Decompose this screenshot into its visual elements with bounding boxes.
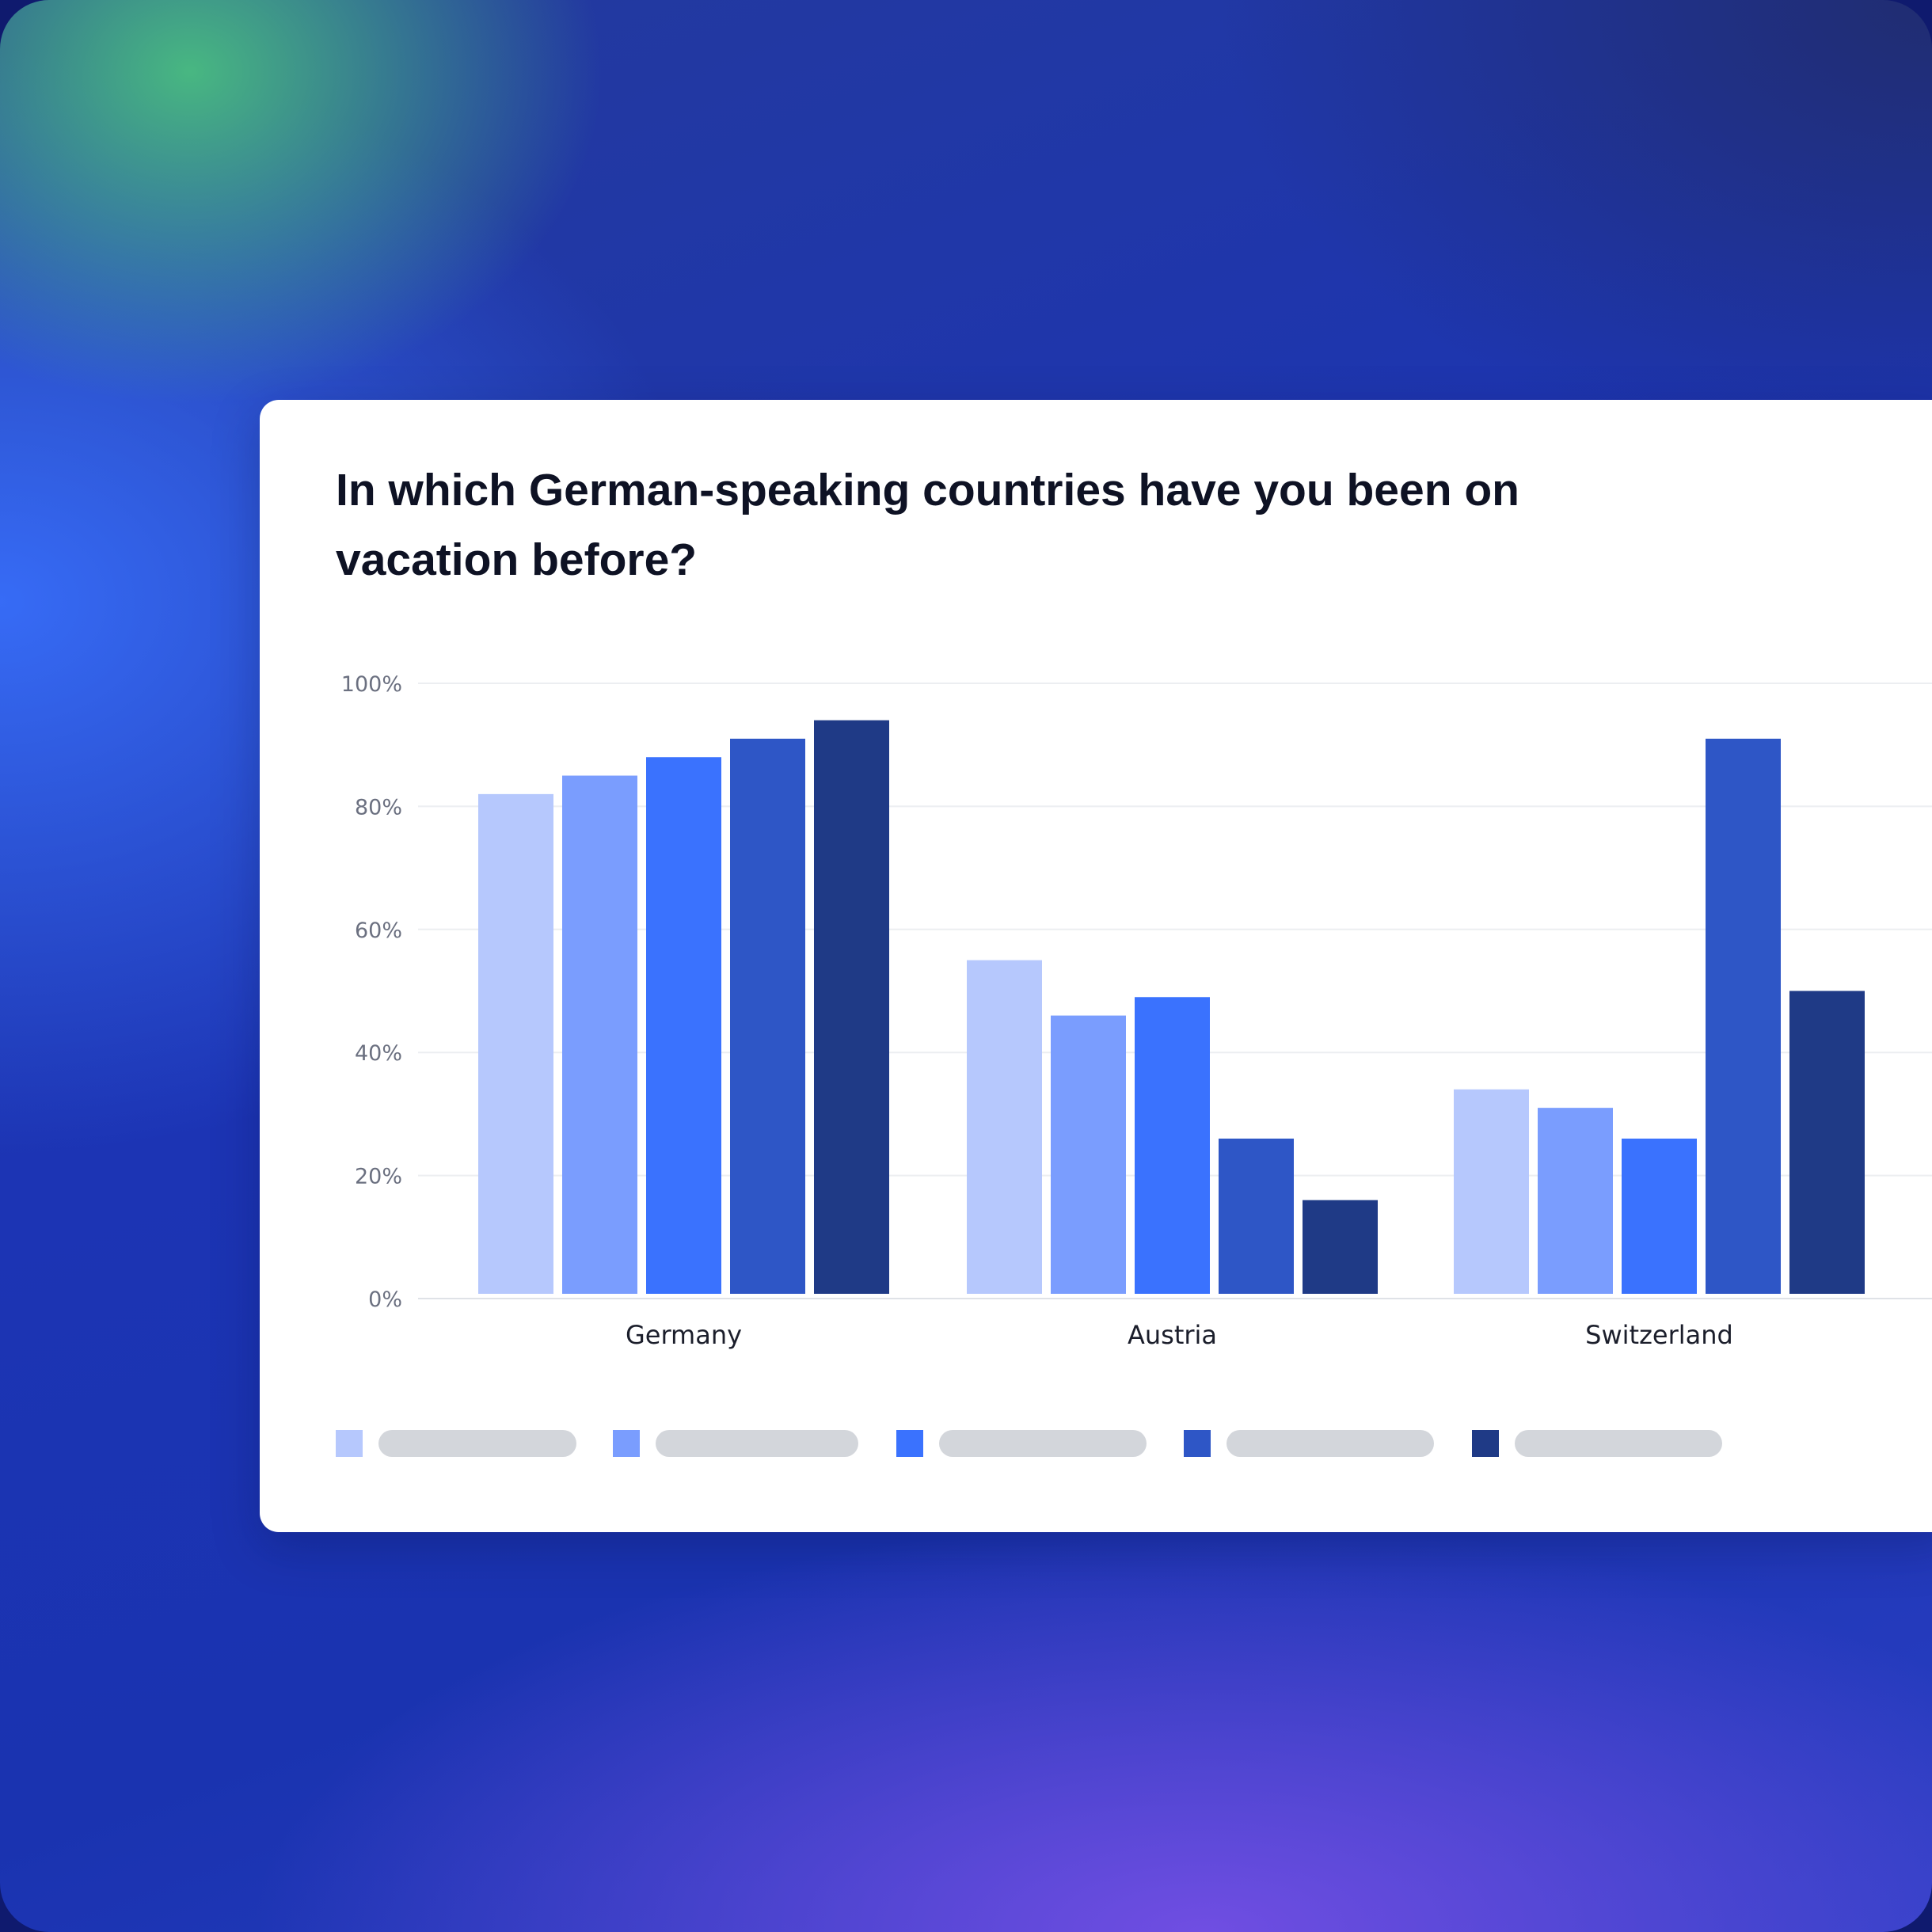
bar-switzerland-5 bbox=[1789, 991, 1865, 1294]
x-axis-ticks: Germany Austria Switzerland bbox=[626, 1320, 1733, 1350]
y-tick-label: 20% bbox=[355, 1165, 402, 1189]
bar-austria-2 bbox=[1051, 1015, 1126, 1294]
x-tick-label: Switzerland bbox=[1585, 1320, 1733, 1350]
bar-germany-1 bbox=[478, 793, 553, 1294]
bar-austria-4 bbox=[1219, 1138, 1294, 1294]
bar-austria-3 bbox=[1135, 997, 1210, 1294]
y-tick-label: 0% bbox=[368, 1287, 402, 1312]
y-tick-label: 40% bbox=[355, 1041, 402, 1066]
legend-swatch bbox=[1472, 1430, 1499, 1457]
bar-germany-3 bbox=[646, 757, 721, 1294]
bar-germany-4 bbox=[730, 738, 805, 1294]
bar-switzerland-4 bbox=[1706, 738, 1781, 1294]
bar-germany-5 bbox=[814, 720, 889, 1294]
bar-chart: 0% 20% 40% 60% 80% 100% Germany Austria Switzer… bbox=[341, 672, 1932, 1350]
bar-austria-5 bbox=[1303, 1200, 1378, 1294]
legend-swatch bbox=[613, 1430, 640, 1457]
legend-swatch bbox=[336, 1430, 363, 1457]
x-tick-label: Austria bbox=[1128, 1320, 1217, 1350]
legend-label-placeholder bbox=[1227, 1430, 1434, 1457]
y-tick-label: 60% bbox=[355, 918, 402, 943]
y-tick-label: 100% bbox=[341, 672, 402, 697]
bar-switzerland-2 bbox=[1538, 1108, 1613, 1294]
legend-label-placeholder bbox=[1515, 1430, 1722, 1457]
legend-swatch bbox=[1184, 1430, 1211, 1457]
bar-switzerland-1 bbox=[1454, 1089, 1529, 1294]
legend-label-placeholder bbox=[939, 1430, 1147, 1457]
legend-swatch bbox=[896, 1430, 923, 1457]
bars bbox=[478, 720, 1865, 1294]
legend-label-placeholder bbox=[656, 1430, 858, 1457]
chart-card: In which German-speaking countries have … bbox=[260, 400, 1932, 1532]
bar-switzerland-3 bbox=[1622, 1138, 1697, 1294]
legend-label-placeholder bbox=[378, 1430, 576, 1457]
chart-title: In which German-speaking countries have … bbox=[336, 465, 1519, 585]
bar-austria-1 bbox=[967, 960, 1042, 1294]
x-tick-label: Germany bbox=[626, 1320, 742, 1350]
bar-germany-2 bbox=[562, 775, 637, 1294]
y-tick-label: 80% bbox=[355, 795, 402, 820]
y-axis-ticks: 0% 20% 40% 60% 80% 100% bbox=[341, 672, 402, 1312]
